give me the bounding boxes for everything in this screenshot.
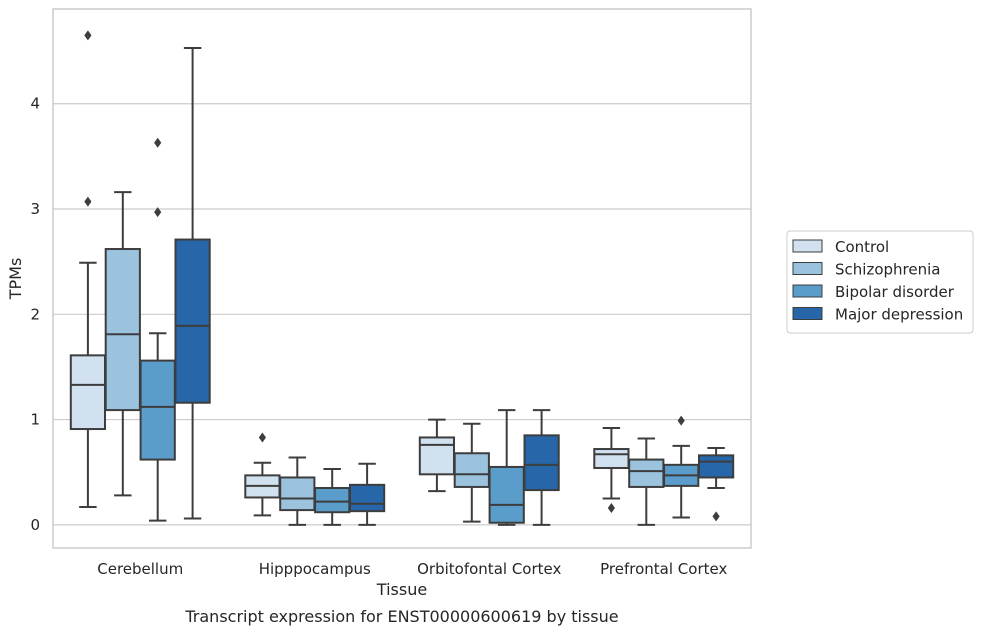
box-body [279,476,316,512]
box-schizophrenia [104,191,141,497]
legend: Control Schizophrenia Bipolar disorder Majo… [786,230,974,334]
box-body [69,354,107,431]
y-tick-label: 0 [30,516,40,534]
y-axis-label: TPMs [6,258,25,301]
box-body [348,483,386,513]
outlier-point [154,207,162,218]
box-schizophrenia [628,437,665,526]
box-major-depression [348,462,386,526]
box-body [314,486,351,514]
outlier-point [607,502,615,513]
legend-swatch [792,262,823,275]
outlier-point [258,432,266,443]
y-tick-label: 4 [30,95,40,113]
box-schizophrenia [279,456,316,526]
box-bipolar-disorder [488,409,525,526]
outlier-point [712,511,720,522]
box-bipolar-disorder [663,415,700,519]
box-body [139,359,176,461]
box-bipolar-disorder [139,137,176,522]
box-body [174,238,211,404]
outlier-point [677,415,685,426]
box-control [69,30,107,508]
chart-caption: Transcript expression for ENST0000060061… [184,607,618,626]
box-control [593,426,630,513]
plot-frame [52,8,752,549]
x-tick-label: Prefrontal Cortex [600,560,727,578]
box-schizophrenia [453,422,490,523]
y-tick-label: 2 [30,305,40,323]
legend-swatch [792,239,823,253]
box-major-depression [523,409,560,526]
box-body [523,434,560,492]
box-major-depression [697,446,735,522]
y-tick-label: 1 [30,411,40,429]
legend-label: Bipolar disorder [835,283,955,301]
box-control [418,418,456,493]
box-body [104,248,141,412]
x-tick-labels: Cerebellum Hipppocampus Orbitofontal Corte… [97,560,727,578]
box-body [418,436,456,476]
box-major-depression [174,46,211,520]
x-tick-label: Cerebellum [97,560,183,578]
x-axis-label: Tissue [376,580,427,599]
legend-frame [786,230,974,334]
box-body [453,452,490,488]
y-tick-label: 3 [30,200,40,218]
outlier-point [84,30,92,41]
legend-swatch [792,284,823,298]
x-tick-label: Hipppocampus [259,560,371,578]
legend-label: Schizophrenia [835,261,940,279]
box-body [628,458,665,488]
legend-label: Control [835,238,889,256]
y-tick-labels: 0 1 2 3 4 [30,95,40,534]
box-groups [69,30,735,526]
outlier-point [84,196,92,207]
box-body [488,465,525,524]
x-tick-label: Orbitofontal Cortex [417,560,561,578]
legend-swatch [792,307,823,320]
box-body [697,454,735,479]
box-body [593,448,630,469]
box-bipolar-disorder [314,468,351,526]
outlier-point [154,137,162,148]
legend-label: Major depression [835,306,963,324]
box-control [244,432,281,517]
